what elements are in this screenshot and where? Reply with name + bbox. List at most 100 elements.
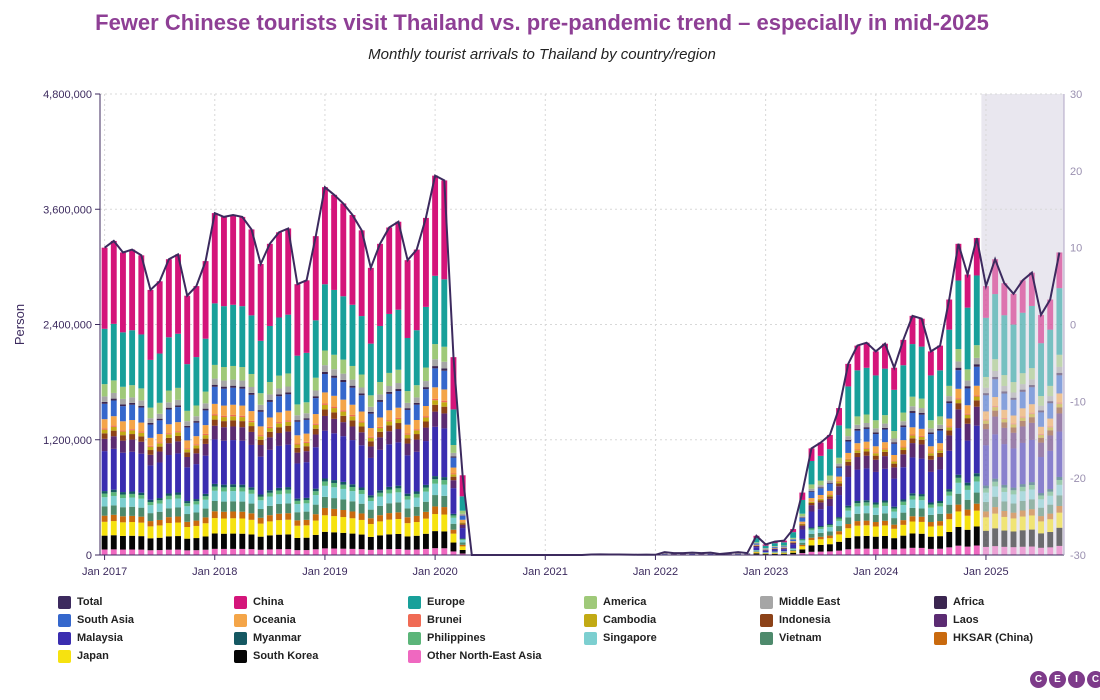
bar-segment	[147, 437, 154, 446]
bar-segment	[863, 448, 870, 449]
bar-segment	[937, 450, 943, 453]
bar-segment	[248, 420, 255, 423]
bar-segment	[413, 515, 420, 523]
bar-segment	[808, 502, 815, 506]
bar-segment	[202, 425, 209, 434]
bar-segment	[973, 275, 980, 346]
bar-segment	[450, 456, 457, 458]
bar-segment	[395, 309, 402, 370]
bar-segment	[918, 428, 925, 436]
bar-segment	[450, 473, 457, 475]
bar-segment	[845, 441, 852, 453]
bar-segment	[340, 532, 347, 549]
bar-segment	[891, 461, 898, 464]
bar-segment	[863, 448, 870, 452]
logo-letter: C	[1087, 671, 1100, 688]
bar-segment	[459, 549, 466, 554]
bar-segment	[836, 425, 843, 458]
legend-label: Singapore	[603, 632, 657, 644]
bar-segment	[303, 418, 310, 420]
bar-segment	[946, 495, 953, 505]
bar-segment	[221, 518, 227, 534]
bar-segment	[422, 533, 429, 549]
bar-segment	[358, 432, 365, 446]
legend-item: Japan	[58, 648, 109, 664]
bar-segment	[257, 410, 264, 412]
bar-segment	[441, 346, 448, 362]
bar-segment	[826, 524, 833, 526]
bar-segment	[386, 486, 393, 490]
bar-segment	[441, 400, 448, 403]
bar-segment	[285, 549, 292, 555]
bar-segment	[248, 387, 255, 393]
bar-segment	[221, 417, 227, 422]
bar-segment	[946, 532, 953, 548]
bar-segment	[1019, 389, 1026, 392]
bar-segment	[909, 435, 916, 439]
bar-segment	[156, 500, 163, 504]
bar-segment	[1001, 409, 1008, 419]
logo-letter: C	[1030, 671, 1047, 688]
bar-segment	[147, 521, 154, 527]
bar-segment	[964, 414, 971, 419]
bar-segment	[147, 454, 154, 466]
bar-segment	[138, 453, 145, 493]
bar-segment	[285, 493, 292, 504]
bar-segment	[450, 488, 457, 514]
bar-segment	[992, 496, 999, 508]
bar-segment	[202, 493, 209, 497]
bar-segment	[110, 430, 117, 437]
bar-segment	[358, 487, 365, 491]
legend-item: South Korea	[234, 648, 318, 664]
bar-segment	[211, 364, 218, 379]
bar-segment	[413, 402, 420, 405]
bar-segment	[239, 405, 246, 416]
bar-segment	[303, 442, 310, 447]
bar-segment	[909, 516, 916, 522]
bar-segment	[147, 526, 154, 539]
bar-segment	[808, 533, 815, 538]
bar-segment	[1028, 489, 1035, 500]
bar-segment	[1047, 547, 1054, 555]
bar-segment	[1038, 507, 1044, 517]
bar-segment	[854, 506, 861, 514]
bar-segment	[331, 482, 338, 488]
bar-segment	[946, 504, 953, 514]
bar-segment	[872, 434, 879, 447]
bar-segment	[1038, 442, 1044, 458]
bar-segment	[992, 513, 999, 529]
bar-segment	[872, 502, 879, 505]
legend-item: Singapore	[584, 630, 657, 646]
bar-segment	[404, 517, 411, 524]
bar-segment	[432, 476, 439, 480]
bar-segment	[193, 499, 200, 502]
bar-segment	[230, 385, 237, 388]
bar-segment	[854, 521, 861, 526]
bar-segment	[230, 414, 237, 417]
bar-segment	[303, 462, 310, 498]
bar-segment	[367, 495, 374, 498]
bar-segment	[872, 507, 879, 515]
bar-segment	[973, 364, 980, 367]
bar-segment	[955, 367, 962, 371]
bar-segment	[303, 433, 310, 442]
bar-segment	[790, 539, 797, 542]
bar-segment	[937, 503, 943, 507]
bar-segment	[432, 387, 439, 399]
bar-segment	[202, 517, 209, 524]
bar-segment	[836, 476, 843, 481]
bar-segment	[422, 405, 429, 417]
legend-label: Laos	[953, 614, 979, 626]
bar-segment	[1019, 391, 1026, 409]
bar-segment	[927, 428, 934, 433]
bar-segment	[422, 217, 429, 307]
bar-segment	[221, 548, 227, 555]
bar-segment	[303, 503, 310, 512]
bar-segment	[927, 504, 934, 508]
bar-segment	[147, 505, 154, 514]
bar-segment	[321, 187, 328, 285]
legend-swatch	[234, 595, 247, 609]
bar-segment	[845, 363, 852, 387]
legend-label: Myanmar	[253, 632, 302, 644]
bar-segment	[927, 526, 934, 537]
